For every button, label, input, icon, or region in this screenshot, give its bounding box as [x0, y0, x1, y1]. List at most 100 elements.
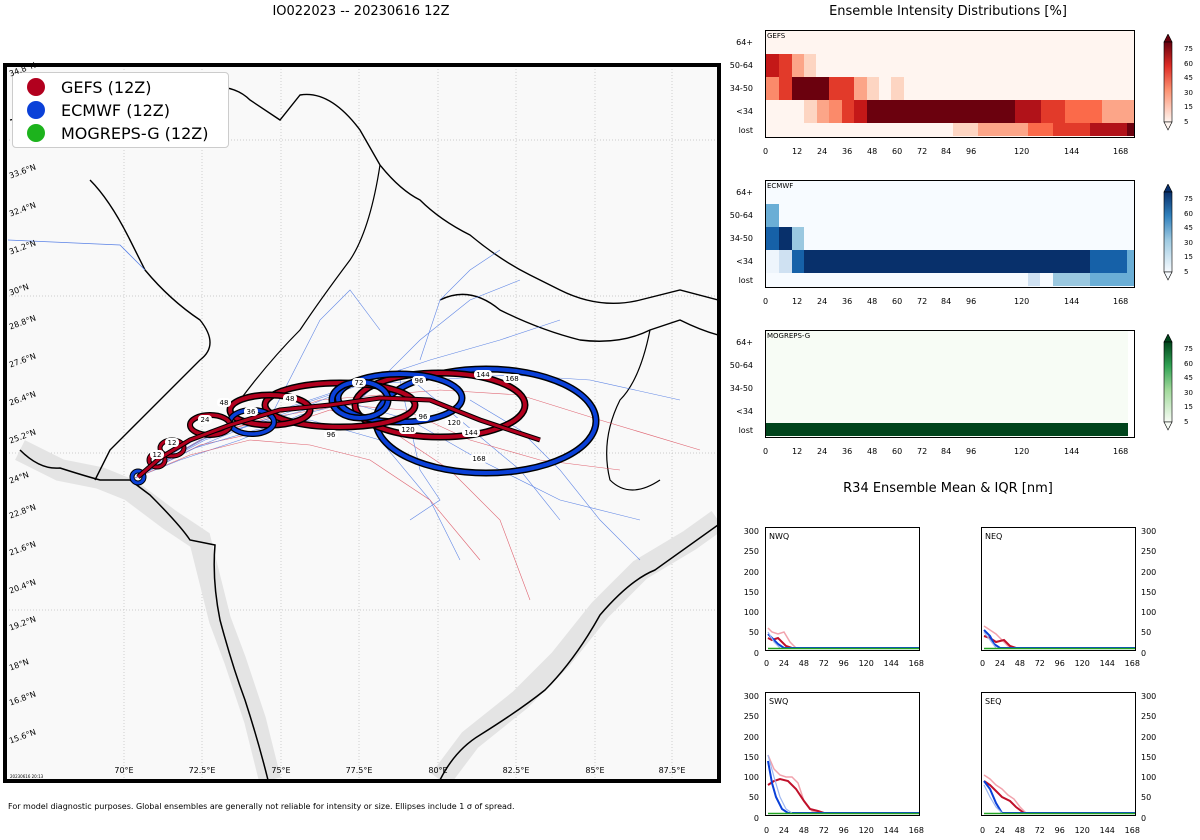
lon-label: 75°E	[271, 766, 291, 775]
heatmap-panel-label: MOGREPS-G	[767, 332, 811, 340]
row-label: lost	[738, 426, 753, 435]
x-tick: 96	[966, 297, 977, 306]
cb-tick: 75	[1184, 345, 1193, 353]
y-tick: 100	[1141, 773, 1157, 783]
x-tick: 48	[867, 297, 878, 306]
x-tick: 36	[842, 297, 853, 306]
row-label: 64+	[736, 338, 753, 347]
svg-text:12: 12	[168, 439, 177, 447]
x-tick: 84	[941, 447, 952, 456]
x-tick: 72	[917, 147, 928, 156]
svg-text:120: 120	[401, 426, 414, 434]
y-tick: 100	[1141, 608, 1157, 618]
x-tick: 60	[892, 147, 903, 156]
x-tick: 144	[883, 826, 899, 835]
x-tick: 168	[1113, 147, 1129, 156]
x-tick: 48	[1014, 659, 1025, 668]
quadrant-label: SWQ	[769, 697, 789, 706]
x-tick: 12	[792, 147, 803, 156]
y-tick: 150	[743, 752, 759, 762]
lon-label: 77.5°E	[345, 766, 373, 775]
x-tick: 168	[908, 826, 924, 835]
x-tick: 144	[1064, 447, 1080, 456]
cb-tick: 30	[1184, 88, 1193, 97]
y-tick: 150	[743, 587, 759, 597]
x-tick: 96	[966, 447, 977, 456]
x-tick: 72	[818, 659, 829, 668]
y-tick: 250	[1141, 547, 1157, 557]
y-tick: 50	[748, 628, 759, 638]
y-tick: 200	[1141, 732, 1157, 742]
cb-tick: 60	[1184, 359, 1193, 368]
x-tick: 12	[792, 297, 803, 306]
lon-label: 80°E	[428, 766, 448, 775]
row-label: lost	[738, 126, 753, 135]
gefs-colorbar	[1163, 34, 1173, 131]
x-tick: 48	[798, 659, 809, 668]
y-tick: 100	[743, 608, 759, 618]
x-tick: 24	[994, 826, 1006, 835]
y-tick: 50	[1141, 628, 1152, 638]
r34-swq-panel: SWQ	[765, 692, 920, 816]
y-tick: 0	[753, 813, 759, 823]
mogreps-heatmap-panel: MOGREPS-G	[765, 330, 1135, 438]
svg-text:24: 24	[201, 416, 210, 424]
ecmwf-colorbar	[1163, 184, 1173, 281]
x-tick: 144	[1064, 147, 1080, 156]
cb-tick: 15	[1184, 403, 1193, 411]
y-tick: 100	[743, 773, 759, 783]
x-tick: 168	[908, 659, 924, 668]
row-label: <34	[736, 107, 753, 116]
r34-bottom-right-xticks: 0 24 48 72 96 120 144 168	[980, 826, 1140, 835]
x-tick: 168	[1124, 659, 1140, 668]
mogreps-heatmap	[765, 330, 1135, 438]
quadrant-label: NEQ	[985, 532, 1003, 541]
x-tick: 0	[980, 826, 986, 835]
row-label: <34	[736, 257, 753, 266]
x-tick: 12	[792, 447, 803, 456]
svg-text:36: 36	[247, 408, 256, 416]
svg-text:168: 168	[505, 375, 518, 383]
y-tick: 250	[743, 547, 759, 557]
ecmwf-heatmap-panel: ECMWF	[765, 180, 1135, 288]
map-timestamp: 20230616 20:13	[10, 774, 44, 779]
x-tick: 24	[778, 826, 790, 835]
x-tick: 72	[1034, 826, 1045, 835]
r34-seq-plot	[983, 774, 1135, 815]
svg-text:144: 144	[464, 429, 478, 437]
legend-marker	[27, 101, 45, 119]
x-tick: 96	[966, 147, 977, 156]
lon-label: 85°E	[585, 766, 605, 775]
r34-top-left-xticks: 0 24 48 72 96 120 144 168	[764, 659, 924, 668]
cb-tick: 30	[1184, 388, 1193, 397]
x-tick: 24	[817, 447, 828, 456]
cb-tick: 15	[1184, 253, 1193, 261]
y-tick: 300	[743, 692, 759, 701]
x-tick: 120	[1014, 147, 1030, 156]
x-tick: 144	[1099, 826, 1115, 835]
quadrant-label: SEQ	[985, 697, 1002, 706]
r34-top-right-xticks: 0 24 48 72 96 120 144 168	[980, 659, 1140, 668]
x-tick: 0	[764, 826, 770, 835]
lon-label: 82.5°E	[502, 766, 530, 775]
y-tick: 150	[1141, 752, 1157, 762]
legend-marker	[27, 124, 45, 142]
x-tick: 144	[1064, 297, 1080, 306]
x-tick: 96	[838, 659, 849, 668]
quadrant-label: NWQ	[769, 532, 790, 541]
row-label: 34-50	[729, 234, 753, 243]
legend-item-ecmwf: ECMWF (12Z)	[27, 99, 170, 121]
x-tick: 24	[778, 659, 790, 668]
gefs-colorbar-ticks: 75 60 45 30 15 5	[1184, 42, 1193, 129]
lon-label: 87.5°E	[658, 766, 686, 775]
x-tick: 36	[842, 147, 853, 156]
map-legend: GEFS (12Z) ECMWF (12Z) MOGREPS-G (12Z)	[12, 72, 229, 148]
ecmwf-colorbar-ticks: 75 60 45 30 15 5	[1184, 192, 1193, 279]
r34-nwq-plot	[767, 627, 919, 650]
y-tick: 0	[753, 648, 759, 658]
legend-label: MOGREPS-G (12Z)	[61, 123, 209, 143]
ecmwf-heatmap	[765, 180, 1135, 288]
x-tick: 24	[817, 297, 828, 306]
x-tick: 48	[1014, 826, 1025, 835]
cb-tick: 45	[1184, 224, 1193, 232]
